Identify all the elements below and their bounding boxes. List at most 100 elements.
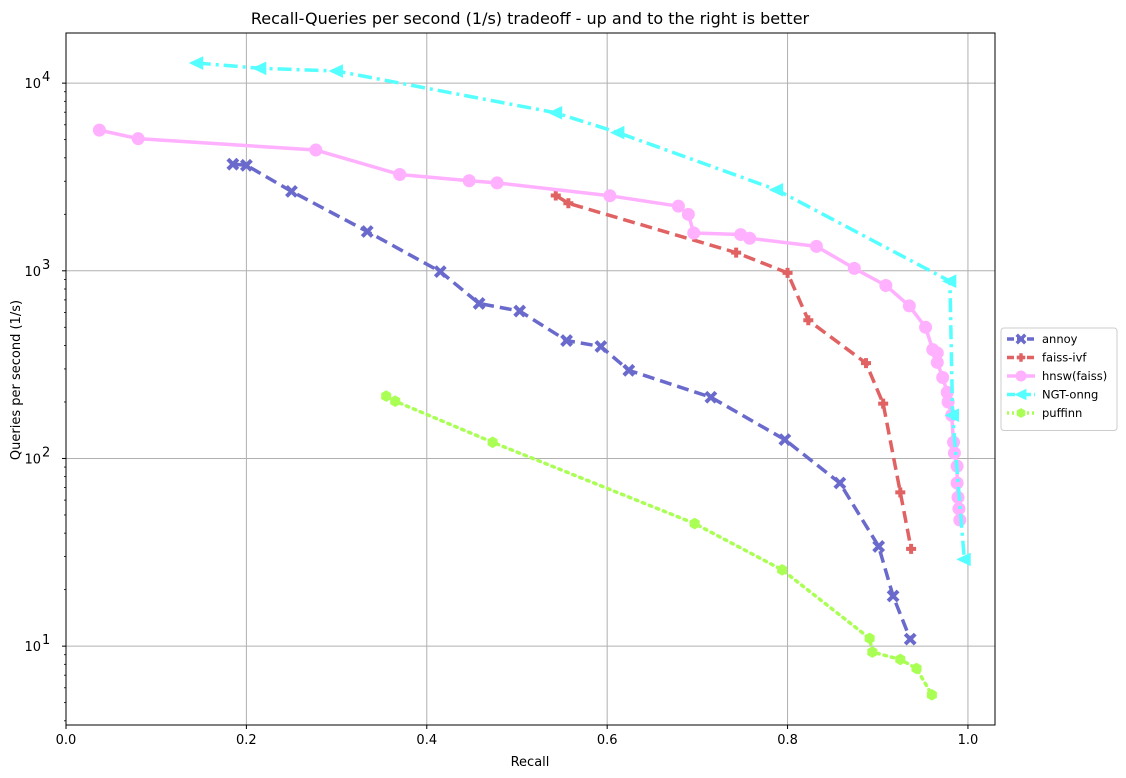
data-point xyxy=(930,346,944,360)
data-point xyxy=(950,476,964,490)
data-point xyxy=(919,320,933,334)
data-point xyxy=(895,653,906,666)
series-line xyxy=(232,162,912,640)
data-point xyxy=(867,646,878,658)
legend-item: faiss-ivf xyxy=(1007,351,1087,365)
legend-label: puffinn xyxy=(1042,406,1082,420)
data-point xyxy=(930,355,944,369)
data-point xyxy=(360,225,374,238)
x-tick-label: 1.0 xyxy=(958,733,979,748)
data-point xyxy=(381,390,392,402)
y-tick-exponent: 4 xyxy=(42,70,50,85)
data-point xyxy=(513,304,527,318)
data-point xyxy=(911,662,922,675)
data-point xyxy=(131,132,145,146)
data-point xyxy=(433,265,447,279)
legend-marker xyxy=(1014,388,1027,401)
legend-item: annoy xyxy=(1007,332,1078,346)
y-tick-label: 10 xyxy=(24,452,41,467)
data-point xyxy=(687,226,701,240)
data-point xyxy=(309,143,323,157)
legend-item: puffinn xyxy=(1007,406,1082,420)
data-point xyxy=(563,198,574,209)
x-tick-label: 0.4 xyxy=(416,733,437,748)
data-point xyxy=(550,190,561,201)
series-line xyxy=(196,61,967,560)
y-axis-label: Queries per second (1/s) xyxy=(9,300,24,460)
data-point xyxy=(188,56,204,70)
series-annoy xyxy=(226,157,917,646)
data-point xyxy=(689,517,700,530)
data-point xyxy=(777,564,788,576)
data-point xyxy=(768,183,784,197)
y-tick-label: 10 xyxy=(24,77,41,92)
plot-area-frame xyxy=(65,32,996,726)
data-point xyxy=(956,552,971,567)
data-point xyxy=(864,632,875,645)
x-axis-label: Recall xyxy=(511,755,550,770)
data-point xyxy=(878,398,889,409)
data-point xyxy=(903,632,917,646)
series-faiss-ivf xyxy=(550,190,917,554)
series-layer xyxy=(92,56,971,701)
data-point xyxy=(239,158,253,172)
chart-title: Recall-Queries per second (1/s) tradeoff… xyxy=(251,9,810,28)
data-point xyxy=(328,64,343,78)
legend: annoy faiss-ivf hnsw(faiss) NGT-onng puffinn xyxy=(1000,327,1118,431)
data-point xyxy=(92,123,106,137)
y-tick-exponent: 2 xyxy=(42,445,50,460)
series-hnsw-faiss- xyxy=(92,123,967,527)
data-point xyxy=(251,61,267,76)
data-point xyxy=(941,274,957,289)
data-point xyxy=(803,315,814,326)
legend-label: annoy xyxy=(1042,332,1078,346)
legend-box xyxy=(1000,327,1118,431)
data-point xyxy=(906,543,917,554)
data-point xyxy=(490,176,504,190)
data-point xyxy=(704,390,718,404)
grid xyxy=(65,33,995,725)
data-point xyxy=(560,334,573,347)
x-tick-label: 0.2 xyxy=(236,733,257,748)
y-tick-exponent: 1 xyxy=(42,633,50,648)
y-tick-base: 10 xyxy=(24,265,41,280)
data-point xyxy=(895,487,906,498)
y-tick-base: 10 xyxy=(24,640,41,655)
legend-marker xyxy=(1016,353,1026,362)
y-tick-base: 10 xyxy=(24,77,41,92)
series-line xyxy=(384,394,934,697)
data-point xyxy=(671,199,685,213)
data-point xyxy=(594,340,608,353)
data-point xyxy=(390,395,401,407)
data-point xyxy=(833,476,847,490)
legend-label: NGT-onng xyxy=(1042,388,1098,402)
data-point xyxy=(393,167,407,181)
data-point xyxy=(472,297,486,310)
data-point xyxy=(782,267,793,278)
y-tick-label: 10 xyxy=(24,640,41,655)
legend-marker xyxy=(1015,370,1027,382)
data-point xyxy=(936,371,950,385)
y-tick-label: 10 xyxy=(24,265,41,280)
x-tick-label: 0.6 xyxy=(597,733,618,748)
data-point xyxy=(944,408,960,423)
series-ngt-onng xyxy=(188,56,971,567)
data-point xyxy=(285,184,298,198)
data-point xyxy=(622,363,636,377)
legend-label: faiss-ivf xyxy=(1042,351,1087,365)
data-point xyxy=(926,689,937,701)
data-point xyxy=(743,231,757,245)
x-axis-ticks: 0.0 0.2 0.4 0.6 0.8 1.0 xyxy=(56,725,979,748)
legend-marker xyxy=(1015,333,1027,345)
data-point xyxy=(487,436,498,449)
data-point xyxy=(902,299,916,313)
data-point xyxy=(809,239,823,253)
data-point xyxy=(547,105,563,120)
data-point xyxy=(681,207,695,221)
data-point xyxy=(847,261,861,275)
data-point xyxy=(226,157,240,171)
data-point xyxy=(603,189,617,203)
data-point xyxy=(861,358,872,369)
